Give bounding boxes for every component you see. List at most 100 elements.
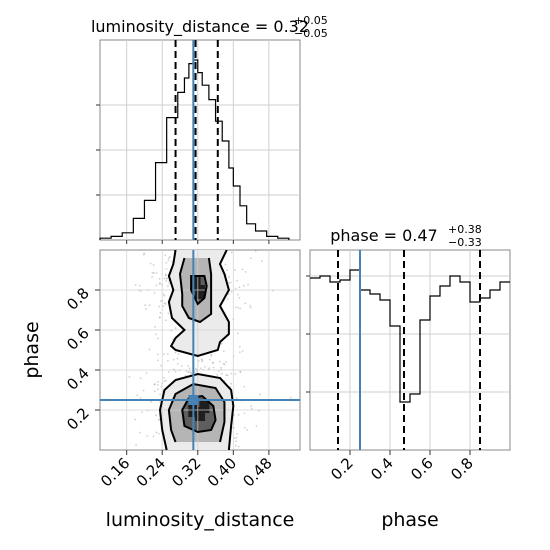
- joint-sample-point: [246, 429, 248, 431]
- ld-hist-steps: [99, 59, 290, 240]
- joint-sample-point: [187, 364, 189, 367]
- joint-sample-point: [233, 269, 236, 271]
- joint-sample-point: [158, 316, 161, 319]
- joint-sample-point: [159, 312, 162, 314]
- joint-sample-point: [139, 396, 142, 399]
- joint-sample-point: [157, 337, 160, 340]
- joint-sample-point: [160, 300, 162, 303]
- joint-sample-point: [138, 284, 141, 287]
- joint-sample-point: [255, 425, 258, 427]
- joint-sample-point: [189, 371, 192, 374]
- joint-sample-point: [201, 359, 204, 362]
- joint-sample-point: [145, 371, 148, 374]
- joint-sample-point: [166, 353, 169, 355]
- joint-sample-point: [239, 307, 242, 310]
- title-ld-value: 0.32: [273, 17, 309, 36]
- ld-xtick-label: 0.24: [133, 454, 169, 490]
- joint-sample-point: [153, 292, 156, 294]
- phase-hist-frame: [309, 249, 511, 451]
- joint-sample-point: [167, 370, 170, 373]
- joint-sample-point: [156, 383, 159, 386]
- joint-sample-point: [168, 257, 170, 260]
- joint-sample-point: [227, 293, 230, 296]
- joint-sample-point: [180, 365, 183, 368]
- joint-sample-point: [167, 285, 169, 288]
- title-ph-plus: +0.38: [448, 223, 482, 236]
- joint-sample-point: [152, 271, 155, 274]
- joint-sample-point: [241, 268, 244, 271]
- joint-sample-point: [226, 269, 228, 272]
- title-ld-plus: +0.05: [294, 14, 328, 27]
- phase-xtick-label: 0.8: [447, 454, 477, 484]
- joint-sample-point: [212, 362, 215, 364]
- joint-sample-point: [141, 411, 144, 414]
- joint-sample-point: [224, 360, 227, 363]
- joint-contour-outer_top: [167, 250, 230, 358]
- joint-sample-point: [222, 350, 225, 353]
- joint-sample-point: [163, 380, 166, 383]
- joint-sample-point: [217, 370, 220, 373]
- joint-sample-point: [243, 385, 246, 388]
- joint-contour-inner_bottom: [181, 394, 217, 434]
- joint-sample-point: [90, 348, 92, 350]
- joint-sample-point: [238, 345, 241, 348]
- joint-truth-marker: [188, 395, 199, 405]
- joint-sample-point: [216, 373, 219, 376]
- joint-sample-point: [226, 297, 229, 300]
- phase-ytick-label: 0.8: [63, 284, 93, 314]
- joint-sample-point: [243, 412, 246, 415]
- joint-density-block: [195, 407, 205, 421]
- joint-sample-point: [154, 390, 156, 393]
- title-ph-value: 0.47: [402, 226, 438, 245]
- joint-sample-point: [167, 312, 170, 315]
- joint-sample-point: [139, 431, 141, 434]
- title-phase: phase = 0.47: [330, 226, 437, 245]
- joint-sample-point: [164, 303, 167, 305]
- joint-sample-point: [172, 358, 175, 361]
- joint-sample-point: [163, 302, 166, 304]
- joint-sample-point: [151, 272, 154, 274]
- joint-sample-point: [148, 348, 151, 351]
- joint-sample-point: [220, 366, 223, 369]
- joint-sample-point: [167, 259, 170, 262]
- joint-sample-point: [176, 362, 179, 365]
- ld-xtick-label: 0.32: [168, 454, 204, 490]
- joint-sample-point: [158, 305, 160, 308]
- joint-contour-inner_top: [190, 275, 208, 306]
- joint-sample-point: [165, 268, 168, 270]
- joint-sample-point: [234, 373, 237, 375]
- joint-sample-point: [151, 276, 153, 278]
- joint-density-block: [190, 277, 201, 291]
- joint-sample-point: [237, 413, 240, 416]
- joint-sample-point: [237, 445, 240, 448]
- joint-sample-point: [146, 435, 149, 438]
- joint-sample-point: [168, 282, 171, 285]
- joint-sample-point: [142, 253, 145, 256]
- joint-sample-point: [157, 359, 159, 362]
- joint-sample-point: [184, 374, 187, 377]
- title-luminosity-distance: luminosity_distance = 0.32: [91, 17, 309, 37]
- joint-sample-point: [158, 418, 160, 421]
- joint-sample-point: [243, 284, 245, 287]
- joint-sample-point: [155, 414, 158, 417]
- ylabel-phase: phase: [21, 321, 43, 378]
- title-ld-prefix: luminosity_distance =: [91, 17, 273, 37]
- joint-sample-point: [188, 367, 191, 370]
- joint-sample-point: [158, 282, 161, 285]
- ld-xtick-label: 0.16: [97, 454, 133, 490]
- joint-sample-point: [236, 293, 239, 296]
- joint-sample-point: [150, 400, 152, 403]
- joint-sample-point: [164, 273, 167, 276]
- joint-sample-point: [259, 393, 261, 396]
- joint-sample-point: [210, 353, 213, 356]
- joint-sample-point: [244, 271, 247, 273]
- ld-xtick-label: 0.48: [239, 454, 275, 490]
- joint-sample-point: [229, 281, 232, 284]
- panel-joint-2d: 0.16 0.24 0.32 0.40 0.48 0.2 0.4 0.6 0.8: [63, 249, 301, 490]
- joint-sample-point: [190, 372, 192, 374]
- joint-sample-point: [134, 284, 137, 286]
- joint-sample-point: [201, 360, 204, 363]
- joint-sample-point: [250, 407, 253, 410]
- joint-sample-point: [177, 353, 180, 355]
